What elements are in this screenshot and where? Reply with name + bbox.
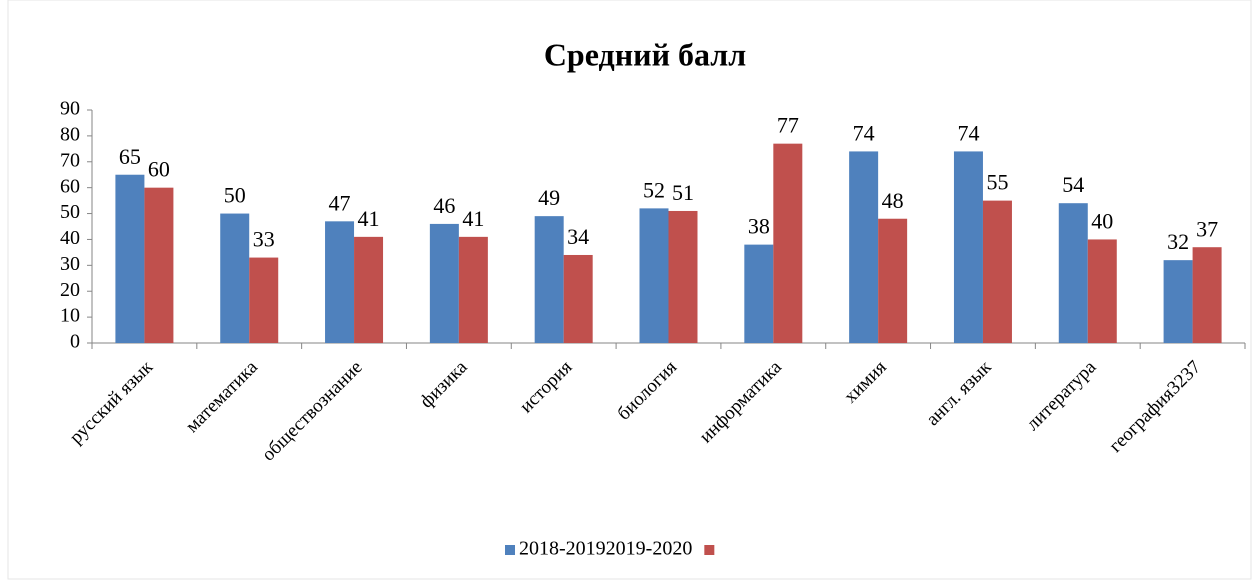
value-label: 60 bbox=[148, 157, 170, 182]
value-label: 65 bbox=[119, 144, 141, 169]
x-tick-label: русский язык bbox=[66, 356, 158, 448]
x-tick-label: физика bbox=[416, 356, 472, 412]
value-label: 41 bbox=[358, 206, 380, 231]
y-tick-label: 20 bbox=[60, 279, 80, 301]
bar bbox=[773, 143, 803, 343]
y-tick-label: 10 bbox=[60, 305, 80, 327]
value-label: 41 bbox=[462, 206, 484, 231]
y-tick-label: 0 bbox=[70, 331, 80, 353]
x-tick-label: история bbox=[516, 357, 577, 418]
bar bbox=[878, 218, 908, 343]
value-label: 49 bbox=[538, 185, 560, 210]
value-label: 48 bbox=[882, 188, 904, 213]
value-label: 32 bbox=[1167, 229, 1189, 254]
value-label: 52 bbox=[643, 177, 665, 202]
bar bbox=[1163, 260, 1193, 343]
value-label: 74 bbox=[853, 120, 875, 145]
bar bbox=[249, 257, 279, 343]
y-tick-label: 90 bbox=[60, 98, 80, 120]
bar bbox=[325, 221, 355, 343]
bar bbox=[429, 223, 459, 343]
value-label: 55 bbox=[986, 170, 1008, 195]
value-label: 77 bbox=[777, 113, 799, 138]
y-tick-label: 50 bbox=[60, 201, 80, 223]
value-label: 54 bbox=[1062, 172, 1084, 197]
bar bbox=[1087, 239, 1117, 343]
legend-swatch bbox=[505, 545, 515, 555]
x-tick-label: математика bbox=[182, 356, 262, 436]
bar bbox=[744, 244, 774, 343]
x-tick-label: биология bbox=[613, 357, 681, 425]
bar bbox=[354, 236, 384, 343]
value-label: 34 bbox=[567, 224, 589, 249]
value-label: 40 bbox=[1091, 208, 1113, 233]
chart-border bbox=[7, 0, 1252, 580]
bar bbox=[639, 208, 669, 343]
x-tick-label: англ. язык bbox=[922, 356, 996, 430]
value-label: 37 bbox=[1196, 216, 1218, 241]
x-tick-label: химия bbox=[840, 357, 891, 408]
bar bbox=[115, 174, 145, 343]
bar bbox=[563, 254, 593, 343]
x-tick-label: обществознание bbox=[258, 357, 367, 466]
y-tick-label: 60 bbox=[60, 175, 80, 197]
value-label: 33 bbox=[253, 227, 275, 252]
value-label: 51 bbox=[672, 180, 694, 205]
bar bbox=[982, 200, 1012, 343]
legend-label: 2018-20192019-2020 bbox=[519, 538, 692, 560]
value-label: 50 bbox=[224, 183, 246, 208]
bar bbox=[953, 151, 983, 343]
value-label: 74 bbox=[957, 120, 979, 145]
x-tick-label: информатика bbox=[695, 356, 786, 447]
bar bbox=[849, 151, 879, 343]
y-tick-label: 80 bbox=[60, 123, 80, 145]
chart-title: Средний балл bbox=[544, 36, 746, 72]
bar bbox=[534, 216, 564, 343]
bar bbox=[668, 210, 698, 343]
y-tick-label: 70 bbox=[60, 149, 80, 171]
bar bbox=[1058, 203, 1088, 343]
y-tick-label: 40 bbox=[60, 227, 80, 249]
bar bbox=[144, 187, 174, 343]
x-tick-label: литература bbox=[1022, 356, 1100, 434]
value-label: 46 bbox=[433, 193, 455, 218]
bar bbox=[1192, 247, 1222, 343]
bar bbox=[458, 236, 488, 343]
bar bbox=[220, 213, 250, 343]
value-label: 47 bbox=[329, 190, 351, 215]
value-label: 38 bbox=[748, 214, 770, 239]
legend-swatch bbox=[704, 545, 715, 555]
x-tick-label: география3237 bbox=[1105, 357, 1205, 457]
y-tick-label: 30 bbox=[60, 253, 80, 275]
